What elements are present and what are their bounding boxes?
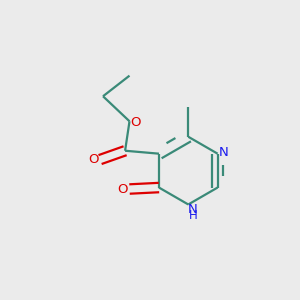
- Text: H: H: [189, 208, 197, 222]
- Text: N: N: [219, 146, 229, 159]
- Text: N: N: [188, 203, 198, 216]
- Text: O: O: [88, 153, 99, 166]
- Text: O: O: [131, 116, 141, 129]
- Text: O: O: [117, 182, 128, 196]
